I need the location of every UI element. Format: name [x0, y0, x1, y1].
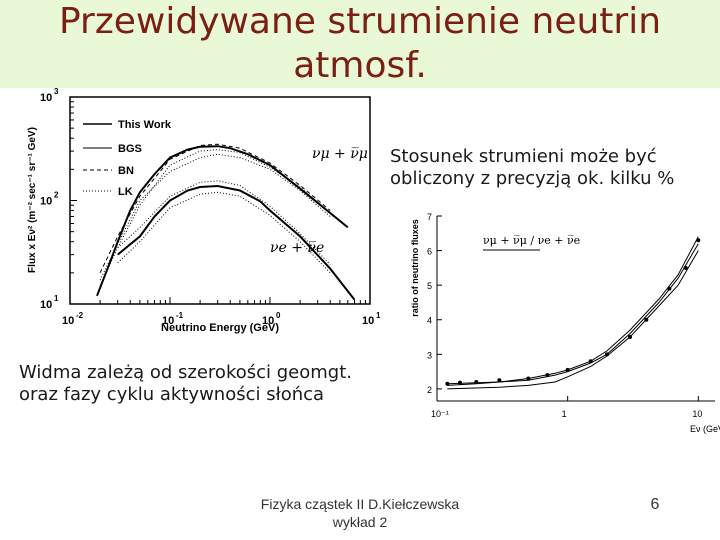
flux-x-tick-label: 10	[362, 315, 374, 327]
flux-x-tick-exp: 1	[376, 311, 381, 320]
flux-y-tick-label: 10	[40, 299, 52, 311]
flux-y-tick-exp: 2	[54, 191, 59, 200]
ratio-y-tick-label: 5	[427, 281, 432, 291]
ratio-y-tick-label: 7	[427, 212, 432, 222]
spectra-text-line1: Widma zależą od szerokości geomgt.	[19, 362, 352, 383]
flux-series-electron	[117, 184, 356, 301]
page-number: 6	[650, 496, 660, 513]
ratio-text-line1: Stosunek strumieni może być	[390, 146, 657, 167]
ratio-y-tick-label: 6	[427, 247, 432, 257]
flux-y-tick-exp: 1	[54, 294, 59, 303]
flux-plot-frame	[69, 96, 371, 305]
ratio-text-line2: obliczony z precyzją ok. kilku %	[390, 168, 675, 189]
ratio-data-point	[696, 238, 701, 243]
flux-series-muon-alt-3	[99, 153, 331, 281]
slide-title-line1: Przewidywane strumienie neutrin	[58, 1, 662, 42]
ratio-x-tick-label: 10	[692, 409, 702, 419]
legend-label-bn: BN	[118, 165, 134, 177]
ratio-data-point	[683, 265, 688, 270]
annotation-electron: νe + ν̅e	[270, 240, 324, 256]
ratio-data-point	[667, 286, 672, 291]
flux-x-tick-exp: -2	[76, 311, 84, 320]
ratio-y-tick-label: 2	[427, 385, 432, 395]
legend-label-bgs: BGS	[118, 143, 142, 155]
flux-x-tick-label: 10	[162, 315, 174, 327]
ratio-y-axis-title: ratio of neutrino fluxes	[410, 219, 420, 317]
ratio-data-point	[526, 376, 531, 381]
flux-x-tick-label: 10	[262, 315, 274, 327]
legend-label-this-work: This Work	[118, 119, 172, 131]
flux-series-electron-alt-1	[117, 191, 331, 274]
ratio-y-tick-label: 3	[427, 350, 432, 360]
flux-x-tick-exp: 0	[276, 311, 281, 320]
flux-y-axis-title: Flux x Eν² (m⁻² sec⁻¹ sr⁻¹ GeV)	[27, 127, 38, 273]
flux-series-muon-alt-2	[99, 143, 331, 274]
footer-author: Fizyka cząstek II D.Kiełczewska	[260, 496, 460, 512]
ratio-data-point	[644, 317, 649, 322]
ratio-data-point	[474, 379, 479, 384]
flux-x-tick-label: 10	[62, 315, 74, 327]
ratio-data-point	[545, 373, 550, 378]
ratio-data-point	[628, 335, 633, 340]
flux-y-tick-label: 10	[40, 92, 52, 104]
legend-label-lk: LK	[118, 186, 133, 198]
ratio-data-point	[445, 381, 450, 386]
flux-series-electron-alt-2	[117, 180, 331, 265]
footer-lecture: wykład 2	[332, 514, 388, 530]
flux-x-tick-exp: -1	[176, 311, 184, 320]
ratio-series-model-b	[447, 243, 699, 386]
annotation-muon: νμ + ν̅μ	[312, 146, 368, 162]
flux-y-tick-label: 10	[40, 196, 52, 208]
flux-y-tick-exp: 3	[54, 87, 59, 96]
flux-series-muon	[96, 145, 349, 297]
ratio-y-tick-label: 4	[427, 316, 432, 326]
title-bar: Przewidywane strumienie neutrin atmosf.	[0, 0, 720, 88]
ratio-series-model-c	[447, 250, 699, 390]
ratio-data-point	[565, 367, 570, 372]
ratio-data-point	[588, 359, 593, 364]
ratio-x-axis-title: Eν (GeV)	[690, 424, 720, 434]
slide-title-line2: atmosf.	[293, 45, 427, 86]
ratio-data-point	[604, 352, 609, 357]
ratio-formula-box	[479, 227, 564, 269]
ratio-formula: νμ + ν̅μ / νe + ν̅e	[483, 234, 580, 247]
ratio-data-point	[458, 380, 463, 385]
ratio-chart: 2 3 4 5 6 7 10⁻¹ 1 10 νμ + ν̅μ / νe + ν̅e ratio …	[410, 212, 720, 434]
flux-series-muon-alt-1	[99, 149, 331, 287]
ratio-x-tick-label: 10⁻¹	[431, 409, 449, 419]
ratio-x-tick-label: 1	[562, 409, 567, 419]
ratio-data-point	[497, 378, 502, 383]
flux-x-axis-title: Neutrino Energy (GeV)	[161, 322, 279, 334]
spectra-text-line2: oraz fazy cyklu aktywności słońca	[19, 384, 325, 405]
